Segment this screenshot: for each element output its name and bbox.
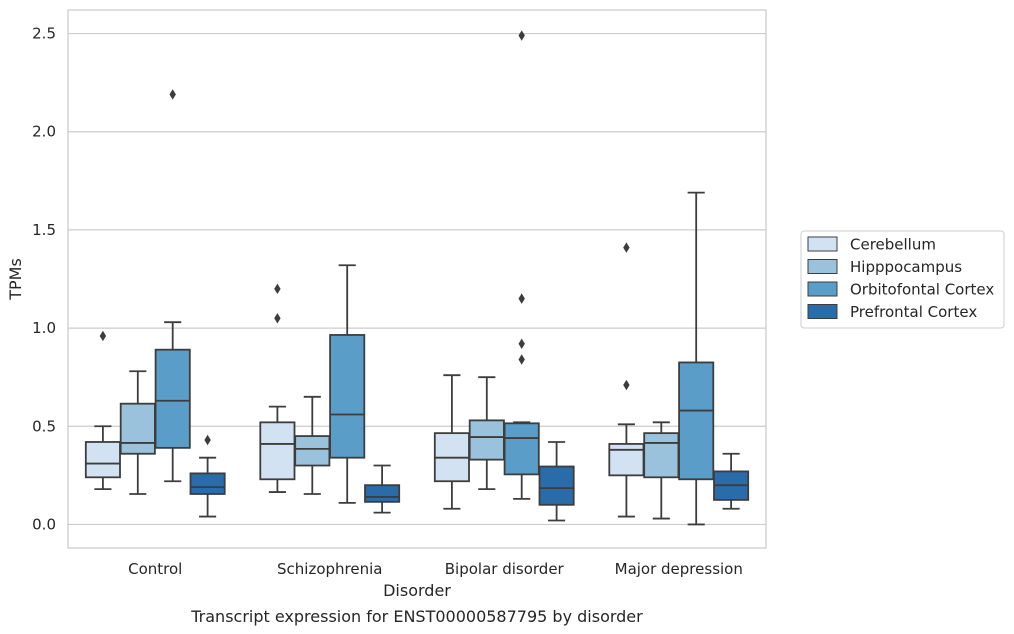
legend-frame <box>800 230 1005 329</box>
box-body <box>294 435 331 467</box>
outlier-point <box>518 338 525 349</box>
x-tick-label: Control <box>128 560 182 578</box>
boxes-layer <box>84 30 750 526</box>
legend-label: Hipppocampus <box>850 258 962 276</box>
box-body <box>643 432 680 479</box>
box-body <box>538 465 575 506</box>
y-tick-label: 2.0 <box>32 123 56 141</box>
x-tick-label: Major depression <box>615 560 743 578</box>
box-body <box>154 348 191 449</box>
y-tick-label: 2.5 <box>32 25 56 43</box>
box <box>468 376 505 490</box>
box-body <box>678 361 715 481</box>
outlier-point <box>518 293 525 304</box>
outlier-point <box>169 89 176 100</box>
box-body <box>259 421 296 481</box>
box <box>189 434 226 518</box>
y-axis-label: TPMs <box>6 258 25 301</box>
outlier-point <box>274 313 281 324</box>
outlier-point <box>518 30 525 41</box>
box <box>364 464 401 514</box>
outlier-point <box>99 330 107 342</box>
box <box>643 421 680 520</box>
outlier-point <box>518 354 525 365</box>
y-tick-label: 0.0 <box>32 515 56 533</box>
chart-caption: Transcript expression for ENST0000058779… <box>190 607 643 626</box>
box-body <box>84 441 121 479</box>
box <box>538 441 575 522</box>
legend: Cerebellum Hipppocampus Orbitofontal Corte… <box>800 230 1005 329</box>
box-body <box>468 419 505 461</box>
box <box>329 264 366 504</box>
x-axis-ticks: Control Schizophrenia Bipolar disorder Majo… <box>128 560 743 578</box>
legend-label: Cerebellum <box>850 236 936 254</box>
y-tick-label: 1.5 <box>32 221 56 239</box>
x-tick-label: Schizophrenia <box>277 560 382 578</box>
box-body <box>119 402 156 455</box>
y-tick-label: 1.0 <box>32 319 56 337</box>
box <box>713 452 750 510</box>
legend-swatch <box>807 304 838 319</box>
box-body <box>503 422 540 476</box>
outlier-point <box>204 434 211 446</box>
box-body <box>364 484 401 503</box>
box <box>84 330 121 490</box>
box <box>259 283 296 493</box>
outlier-point <box>623 379 630 391</box>
box-body <box>329 334 366 459</box>
legend-label: Orbitofontal Cortex <box>850 281 994 299</box>
box <box>503 30 540 500</box>
outlier-point <box>623 242 630 253</box>
box <box>678 191 715 526</box>
legend-swatch <box>807 236 838 252</box>
legend-label: Prefrontal Cortex <box>850 303 977 321</box>
box-body <box>189 472 226 495</box>
y-tick-label: 0.5 <box>32 417 56 435</box>
x-tick-label: Bipolar disorder <box>445 560 565 578</box>
box <box>154 89 191 483</box>
legend-swatch <box>807 259 838 274</box>
legend-swatch <box>807 281 838 297</box>
box <box>119 370 156 495</box>
outlier-point <box>274 283 281 295</box>
box-body <box>608 443 645 477</box>
x-axis-label: Disorder <box>383 581 451 600</box>
y-axis-ticks: 0.0 0.5 1.0 1.5 2.0 2.5 <box>32 25 56 534</box>
